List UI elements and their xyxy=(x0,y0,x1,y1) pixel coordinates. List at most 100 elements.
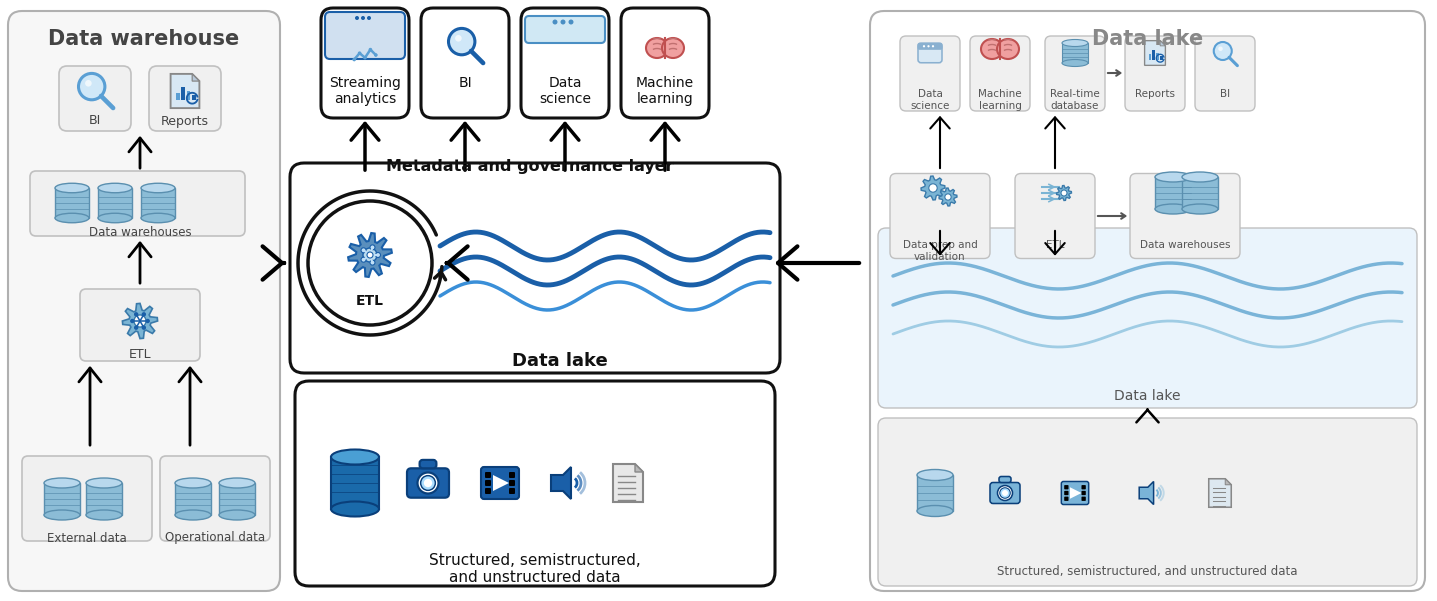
Ellipse shape xyxy=(45,510,80,520)
Bar xyxy=(1152,50,1155,59)
Circle shape xyxy=(421,475,435,490)
Circle shape xyxy=(375,252,381,257)
FancyBboxPatch shape xyxy=(509,472,514,478)
FancyBboxPatch shape xyxy=(1062,481,1089,504)
FancyBboxPatch shape xyxy=(1082,496,1086,501)
Circle shape xyxy=(131,319,135,323)
Text: BI: BI xyxy=(1220,89,1230,99)
FancyBboxPatch shape xyxy=(59,66,131,131)
Polygon shape xyxy=(122,304,158,338)
FancyBboxPatch shape xyxy=(869,11,1426,591)
Circle shape xyxy=(997,486,1013,501)
Text: ETL: ETL xyxy=(1046,240,1065,251)
FancyBboxPatch shape xyxy=(80,289,200,361)
Polygon shape xyxy=(1160,41,1165,46)
Circle shape xyxy=(361,248,366,253)
Circle shape xyxy=(352,58,356,61)
Bar xyxy=(1157,53,1158,59)
FancyBboxPatch shape xyxy=(890,174,990,258)
Polygon shape xyxy=(550,467,570,499)
Text: Streaming
analytics: Streaming analytics xyxy=(329,76,401,106)
Circle shape xyxy=(79,73,105,100)
Ellipse shape xyxy=(175,510,211,520)
Polygon shape xyxy=(331,457,379,509)
Bar xyxy=(187,91,190,100)
Polygon shape xyxy=(193,74,200,81)
FancyBboxPatch shape xyxy=(486,480,491,486)
FancyBboxPatch shape xyxy=(970,36,1030,111)
Circle shape xyxy=(364,248,376,262)
FancyBboxPatch shape xyxy=(22,456,152,541)
Text: BI: BI xyxy=(458,76,471,90)
Circle shape xyxy=(355,16,359,20)
Circle shape xyxy=(85,80,92,87)
Polygon shape xyxy=(141,188,175,218)
Ellipse shape xyxy=(1183,172,1219,182)
Circle shape xyxy=(142,312,147,317)
Text: External data: External data xyxy=(47,531,126,545)
Polygon shape xyxy=(98,188,132,218)
Ellipse shape xyxy=(55,213,89,223)
Polygon shape xyxy=(1140,481,1154,504)
Text: Data lake: Data lake xyxy=(1092,29,1203,49)
Polygon shape xyxy=(86,483,122,515)
Text: Data warehouses: Data warehouses xyxy=(1140,240,1230,251)
FancyBboxPatch shape xyxy=(990,483,1020,504)
Ellipse shape xyxy=(141,213,175,223)
FancyBboxPatch shape xyxy=(509,480,514,486)
Ellipse shape xyxy=(981,39,1003,59)
FancyBboxPatch shape xyxy=(295,381,775,586)
Text: Data lake: Data lake xyxy=(1114,389,1181,403)
Circle shape xyxy=(134,312,138,317)
Ellipse shape xyxy=(175,478,211,488)
FancyBboxPatch shape xyxy=(1045,36,1105,111)
Ellipse shape xyxy=(997,39,1019,59)
FancyBboxPatch shape xyxy=(30,171,244,236)
Polygon shape xyxy=(917,475,953,511)
Text: Real-time
database: Real-time database xyxy=(1050,89,1099,111)
Ellipse shape xyxy=(86,478,122,488)
Ellipse shape xyxy=(98,183,132,193)
Polygon shape xyxy=(55,188,89,218)
Text: Machine
learning: Machine learning xyxy=(979,89,1022,111)
Circle shape xyxy=(134,315,147,327)
Polygon shape xyxy=(171,74,200,108)
Polygon shape xyxy=(921,176,946,200)
Ellipse shape xyxy=(647,38,668,58)
Text: Reports: Reports xyxy=(1135,89,1175,99)
Circle shape xyxy=(456,35,461,41)
FancyBboxPatch shape xyxy=(999,477,1012,483)
Text: Data
science: Data science xyxy=(539,76,591,106)
Circle shape xyxy=(923,45,925,47)
Ellipse shape xyxy=(917,469,953,481)
Text: Data warehouse: Data warehouse xyxy=(49,29,240,49)
Ellipse shape xyxy=(1062,40,1088,46)
FancyBboxPatch shape xyxy=(290,163,780,373)
Text: Data prep and
validation: Data prep and validation xyxy=(902,240,977,262)
Bar xyxy=(1160,56,1163,59)
Circle shape xyxy=(1002,490,1007,496)
Circle shape xyxy=(369,48,372,52)
FancyBboxPatch shape xyxy=(325,12,405,59)
Polygon shape xyxy=(938,188,957,206)
Circle shape xyxy=(552,19,558,25)
FancyBboxPatch shape xyxy=(420,460,437,468)
Polygon shape xyxy=(1183,177,1219,209)
FancyBboxPatch shape xyxy=(509,488,514,494)
Circle shape xyxy=(308,201,433,325)
Circle shape xyxy=(366,16,371,20)
FancyBboxPatch shape xyxy=(878,418,1417,586)
FancyBboxPatch shape xyxy=(1015,174,1095,258)
FancyBboxPatch shape xyxy=(900,36,960,111)
Ellipse shape xyxy=(45,478,80,488)
Circle shape xyxy=(418,472,438,493)
FancyBboxPatch shape xyxy=(486,472,491,478)
Circle shape xyxy=(928,184,937,192)
Ellipse shape xyxy=(1155,204,1191,214)
Circle shape xyxy=(931,45,934,47)
Bar xyxy=(1148,54,1151,59)
Circle shape xyxy=(145,319,149,323)
Ellipse shape xyxy=(662,38,684,58)
FancyBboxPatch shape xyxy=(1125,36,1186,111)
Text: Metadata and governance layer: Metadata and governance layer xyxy=(387,159,674,174)
